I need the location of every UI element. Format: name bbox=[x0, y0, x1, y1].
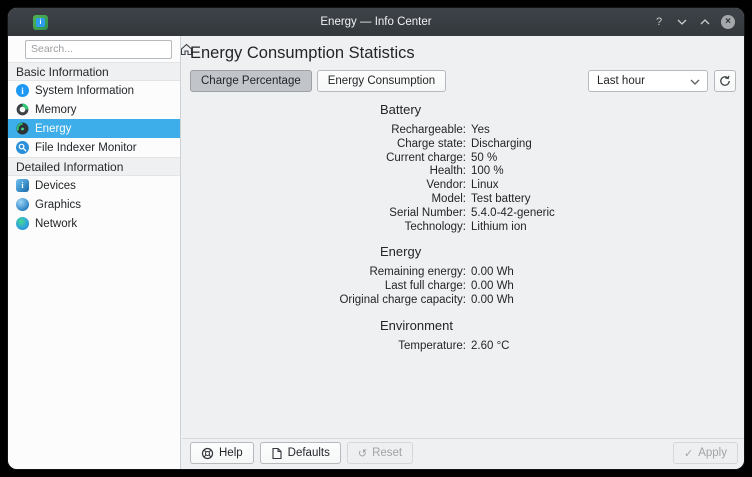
sidebar-item-label: Memory bbox=[35, 104, 77, 116]
reset-button[interactable]: ↺ Reset bbox=[347, 442, 413, 464]
footer-bar: Help Defaults ↺ Reset ✓ Apply bbox=[182, 438, 744, 469]
tab-charge-percentage[interactable]: Charge Percentage bbox=[190, 70, 312, 92]
info-center-window: i Energy — Info Center ? × Basic Informa… bbox=[8, 8, 744, 469]
minimize-button[interactable] bbox=[675, 15, 689, 29]
sidebar-item-label: Devices bbox=[35, 180, 76, 192]
form-row: Vendor:Linux bbox=[182, 179, 744, 193]
sidebar-item-energy[interactable]: Energy bbox=[8, 119, 180, 138]
reset-button-label: Reset bbox=[372, 447, 402, 459]
sidebar-item-devices[interactable]: i Devices bbox=[8, 176, 180, 195]
devices-icon: i bbox=[16, 179, 29, 192]
section-heading-battery: Battery bbox=[380, 102, 744, 117]
memory-icon bbox=[16, 103, 29, 116]
help-button[interactable]: Help bbox=[190, 442, 254, 464]
sidebar-item-label: Network bbox=[35, 218, 77, 230]
globe-icon bbox=[16, 217, 29, 230]
magnifier-icon bbox=[16, 141, 29, 154]
window-title: Energy — Info Center bbox=[8, 16, 744, 28]
form-row: Temperature:2.60 °C bbox=[182, 340, 744, 354]
info-circle-icon: i bbox=[16, 84, 29, 97]
undo-icon: ↺ bbox=[358, 447, 367, 460]
energy-form: Battery Rechargeable:Yes Charge state:Di… bbox=[182, 102, 744, 354]
form-row: Remaining energy:0.00 Wh bbox=[182, 266, 744, 280]
page-title: Energy Consumption Statistics bbox=[190, 44, 744, 63]
form-row: Serial Number:5.4.0-42-generic bbox=[182, 207, 744, 221]
main-panel: Energy Consumption Statistics Charge Per… bbox=[182, 36, 744, 469]
titlebar: i Energy — Info Center ? × bbox=[8, 8, 744, 36]
form-row: Rechargeable:Yes bbox=[182, 124, 744, 138]
help-lifering-icon bbox=[201, 447, 214, 460]
form-row: Model:Test battery bbox=[182, 193, 744, 207]
chevron-down-icon bbox=[690, 78, 700, 86]
form-row: Charge state:Discharging bbox=[182, 138, 744, 152]
sidebar-section-basic: Basic Information bbox=[8, 62, 180, 81]
defaults-button[interactable]: Defaults bbox=[260, 442, 341, 464]
help-button-label: Help bbox=[219, 447, 243, 459]
form-row: Health:100 % bbox=[182, 165, 744, 179]
close-button[interactable]: × bbox=[721, 15, 735, 29]
timespan-value: Last hour bbox=[597, 75, 645, 87]
timespan-select[interactable]: Last hour bbox=[588, 70, 708, 92]
sidebar-item-graphics[interactable]: Graphics bbox=[8, 195, 180, 214]
form-row: Current charge:50 % bbox=[182, 152, 744, 166]
sidebar-item-network[interactable]: Network bbox=[8, 214, 180, 233]
form-row: Technology:Lithium ion bbox=[182, 221, 744, 235]
chevron-down-icon bbox=[677, 17, 687, 27]
document-icon bbox=[271, 447, 283, 460]
section-heading-environment: Environment bbox=[380, 318, 744, 333]
apply-button[interactable]: ✓ Apply bbox=[673, 442, 738, 464]
apply-button-label: Apply bbox=[698, 447, 727, 459]
maximize-button[interactable] bbox=[698, 15, 712, 29]
form-row: Original charge capacity:0.00 Wh bbox=[182, 294, 744, 308]
help-window-button[interactable]: ? bbox=[652, 15, 666, 29]
section-heading-energy: Energy bbox=[380, 244, 744, 259]
sidebar-item-label: Energy bbox=[35, 123, 71, 135]
sidebar-item-system-information[interactable]: i System Information bbox=[8, 81, 180, 100]
sidebar-item-memory[interactable]: Memory bbox=[8, 100, 180, 119]
sidebar-item-label: Graphics bbox=[35, 199, 81, 211]
sidebar-section-detailed: Detailed Information bbox=[8, 157, 180, 176]
chevron-up-icon bbox=[700, 17, 710, 27]
graphics-sphere-icon bbox=[16, 198, 29, 211]
sidebar-item-label: System Information bbox=[35, 85, 134, 97]
defaults-button-label: Defaults bbox=[288, 447, 330, 459]
check-icon: ✓ bbox=[684, 447, 693, 460]
search-input[interactable] bbox=[25, 40, 172, 59]
sidebar: Basic Information i System Information M… bbox=[8, 36, 181, 469]
refresh-icon bbox=[718, 74, 732, 88]
form-row: Last full charge:0.00 Wh bbox=[182, 280, 744, 294]
sidebar-item-file-indexer-monitor[interactable]: File Indexer Monitor bbox=[8, 138, 180, 157]
sidebar-item-label: File Indexer Monitor bbox=[35, 142, 137, 154]
energy-icon bbox=[16, 122, 29, 135]
tab-energy-consumption[interactable]: Energy Consumption bbox=[317, 70, 446, 92]
refresh-button[interactable] bbox=[714, 70, 736, 92]
